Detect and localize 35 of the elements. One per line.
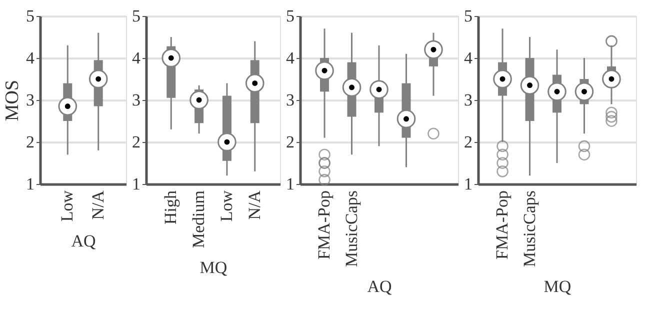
y-axis-title: MOS	[2, 80, 23, 122]
y-tick-label: 3	[464, 90, 472, 110]
x-tick-label: Medium	[189, 190, 208, 248]
y-tick-label: 5	[464, 6, 472, 26]
y-tick-label: 4	[26, 48, 35, 68]
y-tick-label: 1	[286, 174, 294, 194]
y-tick-label: 3	[132, 90, 140, 110]
x-tick-label: FMA-Pop	[314, 190, 334, 260]
x-axis-title: AQ	[367, 277, 392, 296]
y-tick-label: 1	[464, 174, 472, 194]
x-tick-label: MusicCaps	[520, 190, 539, 267]
x-tick-label: N/A	[88, 190, 108, 220]
y-tick-label: 2	[26, 132, 34, 152]
y-tick-label: 3	[286, 90, 294, 110]
x-tick-label: N/A	[244, 190, 264, 220]
y-tick-label: 1	[26, 174, 34, 194]
y-tick-label: 2	[464, 132, 472, 152]
y-tick-label: 4	[464, 48, 473, 68]
y-tick-label: 5	[26, 6, 34, 26]
x-tick-label: Low	[216, 190, 236, 222]
y-tick-label: 2	[132, 132, 140, 152]
y-tick-label: 1	[132, 174, 140, 194]
y-tick-label: 3	[26, 90, 34, 110]
y-tick-label: 4	[286, 48, 295, 68]
y-tick-label: 2	[286, 132, 294, 152]
x-tick-label: Low	[58, 190, 77, 222]
y-tick-label: 5	[132, 6, 140, 26]
x-tick-label: High	[161, 190, 180, 224]
x-tick-label: MusicCaps	[342, 190, 361, 267]
x-axis-title: MQ	[544, 277, 572, 296]
x-tick-label: FMA-Pop	[492, 190, 512, 260]
x-axis-title: AQ	[71, 232, 96, 251]
y-tick-label: 5	[286, 6, 294, 26]
y-tick-label: 4	[132, 48, 141, 68]
x-axis-title: MQ	[200, 258, 228, 278]
